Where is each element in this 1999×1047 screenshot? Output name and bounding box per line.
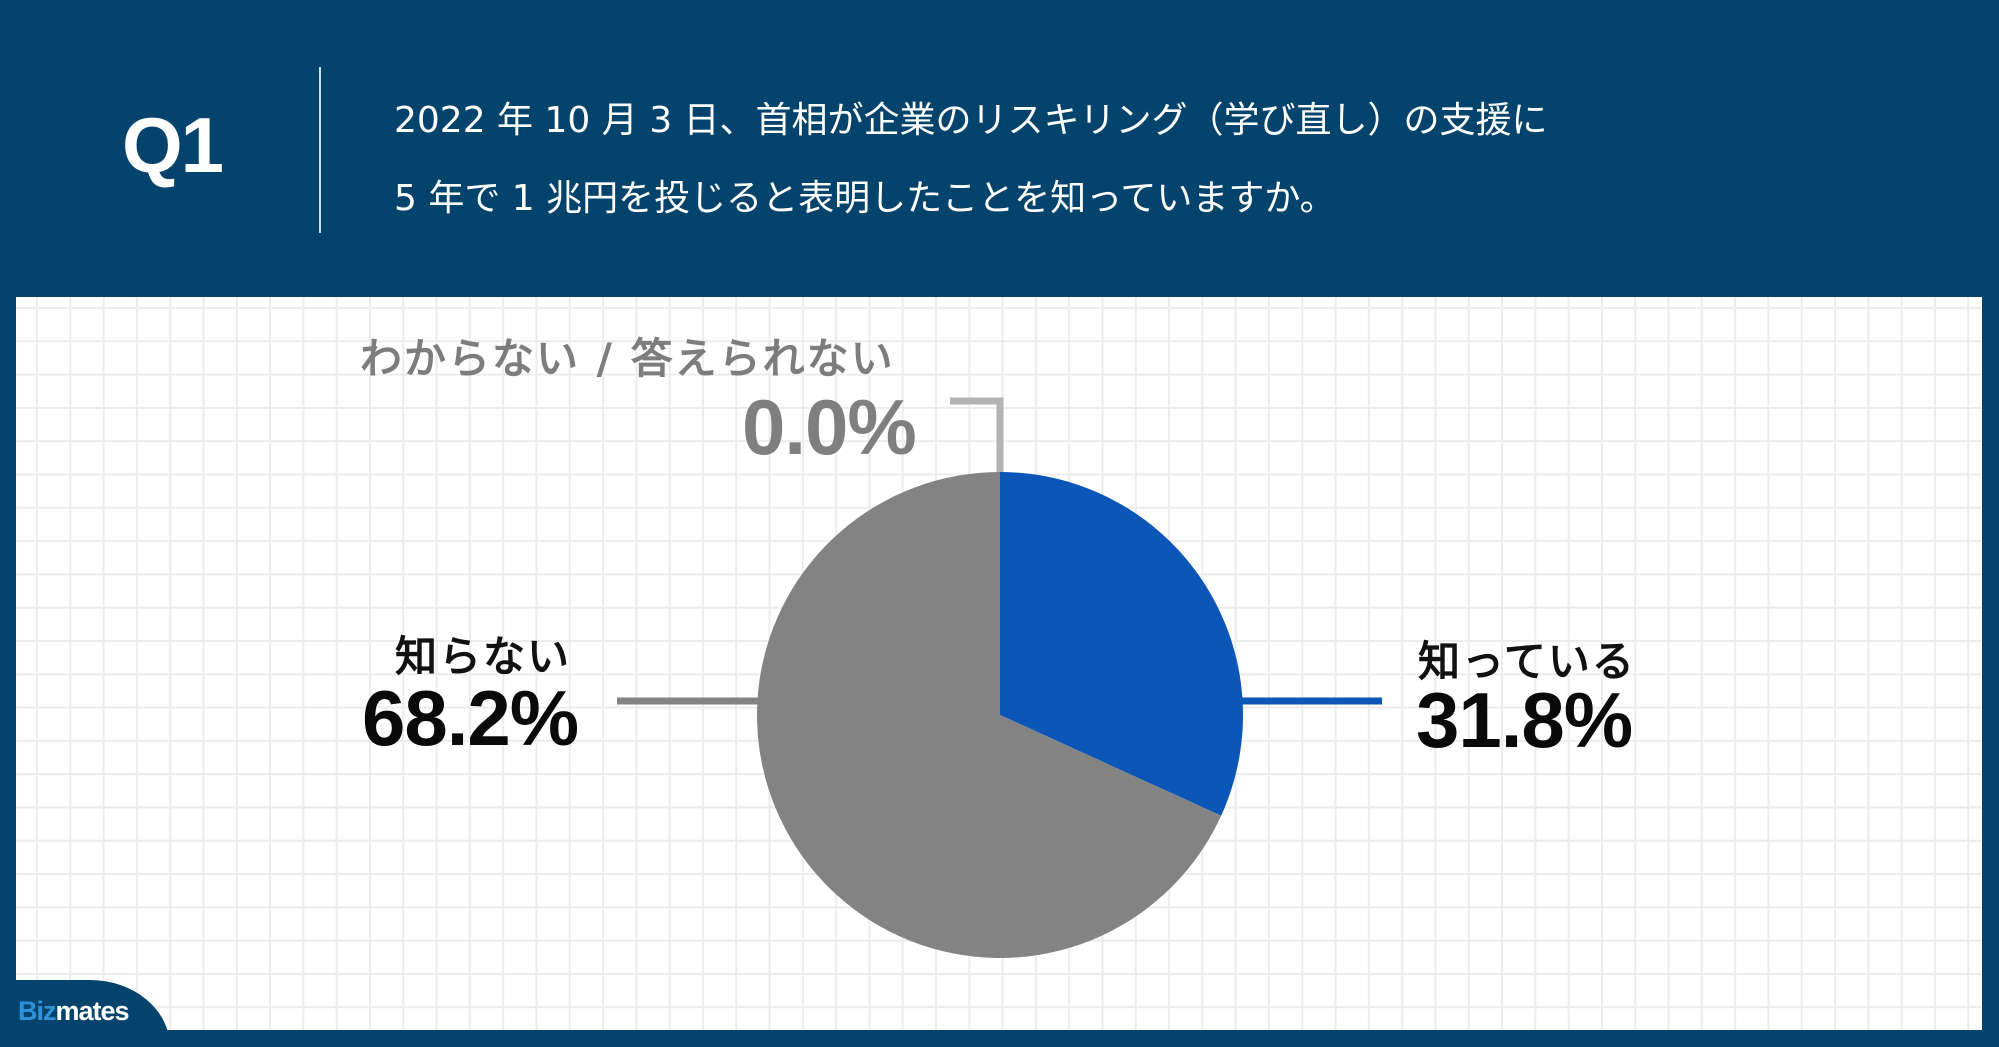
bottom-bar [0,1030,1999,1047]
label-unknown-value-wrap: 68.2% [362,673,579,764]
pie-slices [756,472,1243,958]
label-unknown-value: 68.2% [362,674,579,762]
pie-slice [756,472,1222,958]
label-unknown: 知らない [395,623,571,684]
logo-mates: mates [55,996,130,1026]
label-dont-know-name: わからない / 答えられない [360,334,895,383]
pie-slice [1000,472,1243,816]
label-dont-know: わからない / 答えられない [360,325,895,386]
question-line-1: 2022 年 10 月 3 日、首相が企業のリスキリング（学び直し）の支援に [394,100,1548,141]
leader-line-dont-know [950,397,1004,472]
label-known-name: 知っている [1418,637,1636,686]
question-number: Q1 [122,101,224,189]
question-header: Q1 2022 年 10 月 3 日、首相が企業のリスキリング（学び直し）の支援… [0,0,1999,297]
header-divider [319,67,321,233]
bizmates-logo: Bizmates [18,996,130,1027]
label-known: 知っている [1418,628,1636,689]
question-text: 2022 年 10 月 3 日、首相が企業のリスキリング（学び直し）の支援に 5… [394,82,1548,238]
label-known-value: 31.8% [1416,676,1633,764]
label-known-value-wrap: 31.8% [1416,675,1633,766]
label-dont-know-value-wrap: 0.0% [742,382,917,473]
question-line-2: 5 年で 1 兆円を投じると表明したことを知っていますか。 [394,178,1336,219]
logo-biz: Biz [18,996,56,1026]
label-unknown-name: 知らない [395,632,572,681]
label-dont-know-value: 0.0% [742,383,917,471]
